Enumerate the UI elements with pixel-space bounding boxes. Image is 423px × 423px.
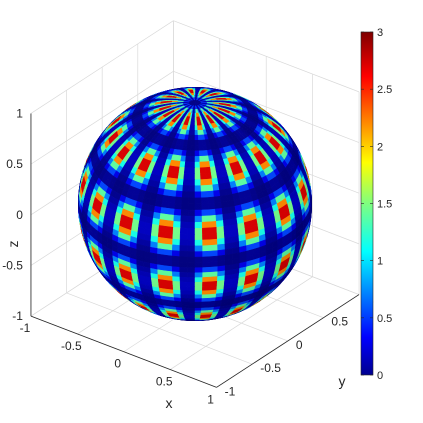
colorbar-tick-label: 0: [377, 370, 383, 382]
colorbar-tick-label: 2: [377, 141, 383, 153]
z-axis-label: z: [5, 241, 21, 248]
colorbar-tick-label: 3: [377, 27, 383, 39]
x-tick-label: 0.5: [156, 375, 173, 389]
sphere-shading: [78, 87, 312, 321]
colorbar: 0 0.5 1 1.5 2 2.5 3: [360, 27, 392, 382]
x-tick-label: 0: [114, 357, 121, 371]
y-tick-label: -0.5: [260, 361, 281, 375]
z-tick-label: -0.5: [2, 258, 23, 272]
colorbar-tick-label: 1.5: [377, 199, 392, 211]
axis-tick-labels: -1-0.500.51-1-0.500.51-1-0.500.51: [2, 106, 374, 406]
y-tick-label: 0: [296, 338, 303, 352]
z-tick-label: 0: [16, 208, 23, 222]
x-tick-label: -0.5: [61, 339, 82, 353]
x-axis-label: x: [166, 395, 173, 411]
z-tick-label: -1: [12, 309, 23, 323]
z-tick-label: 0.5: [6, 157, 23, 171]
axis-labels: x y z: [5, 241, 346, 412]
x-tick-label: -1: [20, 321, 31, 335]
colorbar-tick-label: 2.5: [377, 84, 392, 96]
y-tick-label: 0.5: [331, 315, 348, 329]
y-axis-label: y: [339, 373, 346, 389]
x-tick-label: 1: [207, 392, 214, 406]
colorbar-tick-label: 1: [377, 256, 383, 268]
z-tick-label: 1: [16, 106, 23, 120]
colorbar-tick-label: 0.5: [377, 313, 392, 325]
y-tick-label: -1: [225, 384, 236, 398]
